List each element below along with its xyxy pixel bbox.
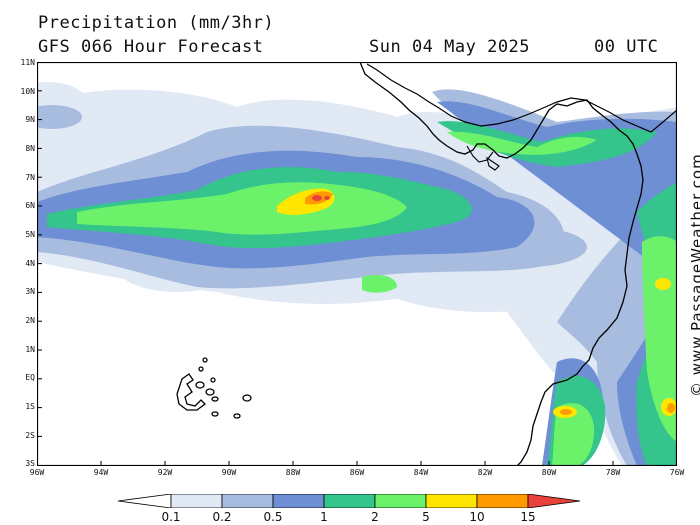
lat-tick-label: 2N: [25, 316, 35, 325]
map-frame: [37, 62, 677, 466]
forecast-date: Sun 04 May 2025: [369, 37, 531, 57]
lon-tick-label: 80W: [541, 468, 557, 477]
colorbar-segment-10: [476, 494, 529, 508]
colorbar-right-arrow: [527, 494, 581, 508]
colorbar-label: 0.1: [161, 510, 181, 524]
lat-tick-label: 5N: [25, 230, 35, 239]
lat-tick-label: 10N: [20, 87, 35, 96]
lat-tick-label: 3N: [25, 287, 35, 296]
lon-tick-label: 92W: [157, 468, 173, 477]
precip-level-15: [312, 195, 330, 201]
lon-tick-label: 86W: [349, 468, 365, 477]
map-title: Precipitation (mm/3hr): [38, 13, 275, 33]
lat-tick-label: 11N: [20, 58, 35, 67]
lat-tick-label: 8N: [25, 144, 35, 153]
lat-tick-label: 3S: [25, 459, 35, 468]
colorbar-segment-0.1: [170, 494, 223, 508]
lon-tick-label: 78W: [605, 468, 621, 477]
colorbar-label: 0.2: [212, 510, 232, 524]
colorbar-segment-0.2: [221, 494, 274, 508]
watermark-text: © www.PassageWeather.com: [688, 153, 700, 397]
colorbar-label: 10: [469, 510, 485, 524]
galapagos-islands: [176, 357, 252, 419]
lat-tick-label: 4N: [25, 259, 35, 268]
forecast-time: 00 UTC: [594, 37, 659, 57]
lat-tick-label: 9N: [25, 115, 35, 124]
colorbar-label: 0.5: [263, 510, 283, 524]
lat-tick-label: 1S: [25, 402, 35, 411]
colorbar-segment-2: [374, 494, 427, 508]
colorbar-left-arrow: [118, 494, 172, 508]
lat-tick-label: 6N: [25, 201, 35, 210]
lon-tick-label: 90W: [221, 468, 237, 477]
lat-tick-label: 7N: [25, 173, 35, 182]
lon-tick-label: 84W: [413, 468, 429, 477]
precip-colorbar: [118, 494, 581, 508]
colorbar-label: 15: [520, 510, 536, 524]
forecast-label: GFS 066 Hour Forecast: [38, 37, 264, 57]
colorbar-segment-5: [425, 494, 478, 508]
lat-tick-label: 2S: [25, 431, 35, 440]
coastline-island: [486, 156, 500, 171]
lon-tick-label: 96W: [29, 468, 45, 477]
lon-tick-label: 82W: [477, 468, 493, 477]
precipitation-map: [37, 62, 677, 466]
colorbar-segment-0.5: [272, 494, 325, 508]
colorbar-label: 1: [320, 510, 328, 524]
colorbar-label: 2: [371, 510, 379, 524]
coastline-gulf: [466, 145, 494, 163]
lon-tick-label: 94W: [93, 468, 109, 477]
lat-tick-label: 1N: [25, 345, 35, 354]
lon-tick-label: 88W: [285, 468, 301, 477]
lon-tick-label: 76W: [669, 468, 685, 477]
coastline: [359, 62, 644, 466]
lat-tick-label: EQ: [25, 373, 35, 382]
colorbar-label: 5: [422, 510, 430, 524]
colorbar-segment-1: [323, 494, 376, 508]
coastline-caribbean: [366, 63, 677, 133]
